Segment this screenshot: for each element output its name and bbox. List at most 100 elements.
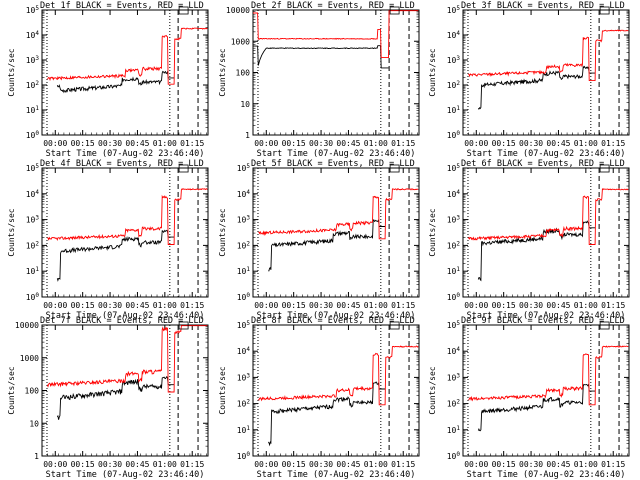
y-tick-label: 103	[237, 215, 251, 225]
x-tick-label: 00:45	[546, 460, 570, 469]
x-tick-label: 00:30	[309, 139, 333, 148]
chart-title: Det 2f BLACK = Events, RED = LLD	[251, 1, 415, 11]
y-tick-label: 103	[447, 372, 461, 382]
events-series-line	[268, 218, 386, 272]
x-tick-label: 00:00	[464, 301, 488, 310]
chart-panel-8: Det 8f BLACK = Events, RED = LLD 100 101 10…	[218, 316, 420, 480]
y-tick-label: 102	[447, 240, 461, 250]
y-tick-label: 105	[26, 5, 40, 15]
y-tick-label: 101	[237, 266, 251, 276]
plot-frame	[252, 9, 420, 136]
x-tick-label: 01:00	[364, 139, 388, 148]
x-tick-label: 01:15	[601, 139, 625, 148]
y-tick-label: 100	[447, 292, 461, 302]
x-tick-label: 00:45	[336, 301, 360, 310]
x-tick-label: 00:15	[71, 139, 95, 148]
x-tick-label: 00:45	[125, 460, 149, 469]
events-series-line	[56, 229, 175, 282]
x-tick-label: 01:15	[180, 301, 204, 310]
x-axis-label: Start Time (07-Aug-02 23:46:40)	[46, 470, 205, 480]
chart-panel-9: Det 9f BLACK = Events, RED = LLD 100 101 10…	[428, 316, 630, 480]
y-tick-label: 100	[26, 292, 40, 302]
lld-series-line	[46, 27, 208, 85]
lld-series-line	[467, 29, 629, 82]
saa-box-marker	[178, 321, 189, 330]
y-tick-label: 100	[447, 451, 461, 461]
saa-box-marker	[599, 321, 610, 330]
y-axis-label: Counts/sec	[428, 48, 437, 96]
y-tick-label: 101	[26, 105, 40, 115]
x-tick-label: 00:00	[254, 139, 278, 148]
x-axis-label: Start Time (07-Aug-02 23:46:40)	[46, 149, 205, 159]
y-tick-label: 104	[447, 189, 461, 199]
y-tick-label: 102	[26, 240, 40, 250]
x-tick-label: 00:30	[519, 139, 543, 148]
x-tick-label: 01:00	[574, 460, 598, 469]
x-axis-label: Start Time (07-Aug-02 23:46:40)	[257, 470, 416, 480]
events-series-line	[477, 383, 596, 432]
chart-title: Det 4f BLACK = Events, RED = LLD	[40, 159, 204, 169]
plot-frame	[41, 167, 209, 298]
y-axis-label: Counts/sec	[428, 366, 437, 414]
lld-series-line	[258, 188, 419, 240]
plot-frame	[462, 167, 630, 298]
chart-panel-1: Det 1f BLACK = Events, RED = LLD 100 101 10…	[7, 1, 209, 159]
x-tick-label: 00:00	[254, 301, 278, 310]
events-series-line	[267, 381, 386, 447]
x-tick-label: 00:30	[309, 301, 333, 310]
y-tick-label: 103	[447, 55, 461, 65]
x-tick-label: 00:15	[492, 139, 516, 148]
x-tick-label: 00:45	[125, 301, 149, 310]
chart-title: Det 5f BLACK = Events, RED = LLD	[251, 159, 415, 169]
x-tick-label: 01:15	[391, 460, 415, 469]
x-tick-label: 00:30	[98, 139, 122, 148]
x-axis-label: Start Time (07-Aug-02 23:46:40)	[257, 149, 416, 159]
y-tick-label: 1	[245, 131, 250, 140]
x-tick-label: 00:00	[43, 460, 67, 469]
saa-box-marker	[178, 6, 189, 15]
x-tick-label: 00:30	[519, 460, 543, 469]
lld-series-line	[258, 345, 419, 406]
x-tick-label: 01:00	[574, 139, 598, 148]
y-tick-label: 105	[447, 163, 461, 173]
chart-panel-2: Det 2f BLACK = Events, RED = LLD 1 10 100 10…	[218, 1, 420, 159]
y-tick-label: 102	[237, 240, 251, 250]
y-tick-label: 1000	[20, 354, 39, 363]
x-tick-label: 00:00	[43, 139, 67, 148]
y-tick-label: 10	[29, 419, 39, 428]
plot-frame	[41, 324, 209, 457]
y-tick-label: 103	[237, 372, 251, 382]
chart-title: Det 8f BLACK = Events, RED = LLD	[251, 316, 415, 326]
x-axis-label: Start Time (07-Aug-02 23:46:40)	[467, 470, 626, 480]
y-axis-label: Counts/sec	[218, 208, 227, 256]
x-axis-label: Start Time (07-Aug-02 23:46:40)	[46, 311, 205, 321]
y-tick-label: 105	[447, 320, 461, 330]
x-tick-label: 00:45	[546, 139, 570, 148]
y-tick-label: 105	[26, 163, 40, 173]
events-series-line	[253, 45, 389, 69]
y-tick-label: 100	[25, 387, 40, 396]
y-tick-label: 103	[26, 215, 40, 225]
x-tick-label: 00:15	[492, 301, 516, 310]
x-tick-label: 01:00	[364, 301, 388, 310]
chart-panel-5: Det 5f BLACK = Events, RED = LLD 100 101 10…	[218, 159, 420, 321]
y-tick-label: 101	[447, 266, 461, 276]
x-tick-label: 00:30	[98, 460, 122, 469]
y-tick-label: 104	[26, 30, 40, 40]
y-tick-label: 102	[26, 80, 40, 90]
y-tick-label: 101	[447, 425, 461, 435]
x-tick-label: 01:00	[574, 301, 598, 310]
y-tick-label: 10	[240, 100, 250, 109]
chart-title: Det 6f BLACK = Events, RED = LLD	[461, 159, 625, 169]
y-tick-label: 105	[237, 163, 251, 173]
x-tick-label: 00:45	[125, 139, 149, 148]
y-tick-label: 104	[237, 346, 251, 356]
lld-series-line	[468, 345, 629, 406]
lld-series-line	[253, 10, 419, 59]
x-tick-label: 00:15	[71, 301, 95, 310]
chart-panel-7: Det 7f BLACK = Events, RED = LLD 1 10 100 10…	[7, 316, 209, 480]
saa-box-marker	[389, 321, 400, 330]
y-tick-label: 100	[236, 69, 251, 78]
x-axis-label: Start Time (07-Aug-02 23:46:40)	[257, 311, 416, 321]
